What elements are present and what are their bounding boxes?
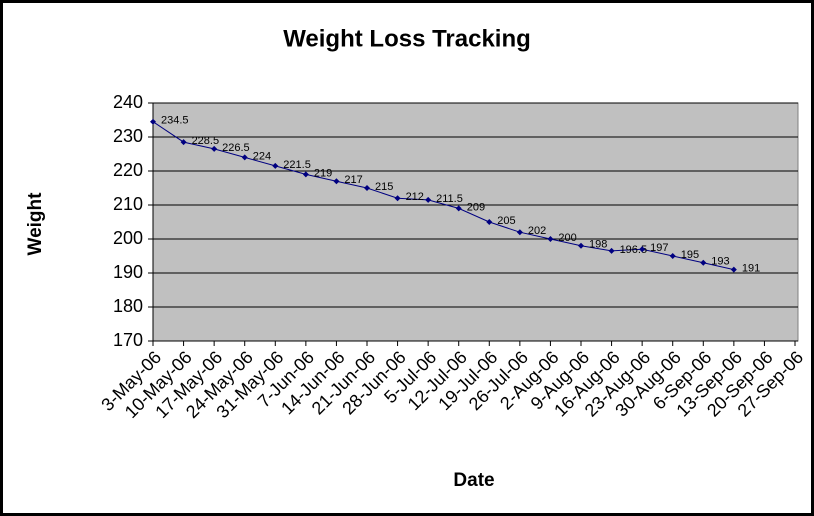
data-point xyxy=(150,118,156,125)
data-point xyxy=(302,171,309,178)
data-label: 197 xyxy=(650,242,668,254)
data-label: 196.5 xyxy=(620,244,648,256)
y-tick-label: 220 xyxy=(113,160,143,180)
data-point xyxy=(639,246,646,253)
y-axis-title: Weight xyxy=(25,192,46,256)
y-tick-label: 180 xyxy=(113,296,143,316)
data-point xyxy=(394,195,401,202)
data-label: 200 xyxy=(558,232,576,244)
data-label: 211.5 xyxy=(436,193,463,205)
data-point xyxy=(333,178,340,185)
data-point xyxy=(455,205,462,212)
data-label: 217 xyxy=(344,174,362,186)
data-point xyxy=(364,185,370,191)
data-label: 212 xyxy=(406,191,424,203)
data-label: 195 xyxy=(681,249,699,261)
data-label: 193 xyxy=(711,256,729,268)
data-point xyxy=(516,229,523,236)
y-tick-label: 240 xyxy=(113,92,143,112)
data-point xyxy=(241,154,248,161)
data-label: 198 xyxy=(589,239,607,251)
x-axis-title: Date xyxy=(453,470,494,491)
plot-area xyxy=(152,102,799,342)
data-label: 205 xyxy=(497,215,515,227)
data-label: 226.5 xyxy=(222,142,250,154)
y-tick-label: 210 xyxy=(113,194,143,214)
data-label: 215 xyxy=(375,181,393,193)
data-point xyxy=(272,162,279,169)
y-tick-label: 190 xyxy=(113,262,143,282)
data-point xyxy=(730,266,737,273)
data-point xyxy=(486,219,493,225)
series-line xyxy=(152,121,734,271)
data-point xyxy=(608,247,615,254)
data-label: 221.5 xyxy=(283,159,311,171)
data-label: 228.5 xyxy=(192,135,220,147)
data-point xyxy=(669,253,676,259)
data-label: 202 xyxy=(528,225,546,237)
data-point xyxy=(547,236,554,242)
data-point xyxy=(700,259,707,266)
data-label: 234.5 xyxy=(161,115,189,127)
data-point xyxy=(211,145,218,152)
data-label: 209 xyxy=(467,201,485,213)
data-label: 224 xyxy=(253,150,271,162)
data-label: 191 xyxy=(742,263,760,275)
y-tick-label: 230 xyxy=(113,126,143,146)
data-point xyxy=(425,196,432,203)
chart-title: Weight Loss Tracking xyxy=(283,25,531,52)
y-tick-label: 170 xyxy=(113,330,143,350)
data-point xyxy=(578,242,584,249)
data-point xyxy=(180,139,187,146)
data-label: 219 xyxy=(314,167,332,179)
y-tick-label: 200 xyxy=(113,228,143,248)
